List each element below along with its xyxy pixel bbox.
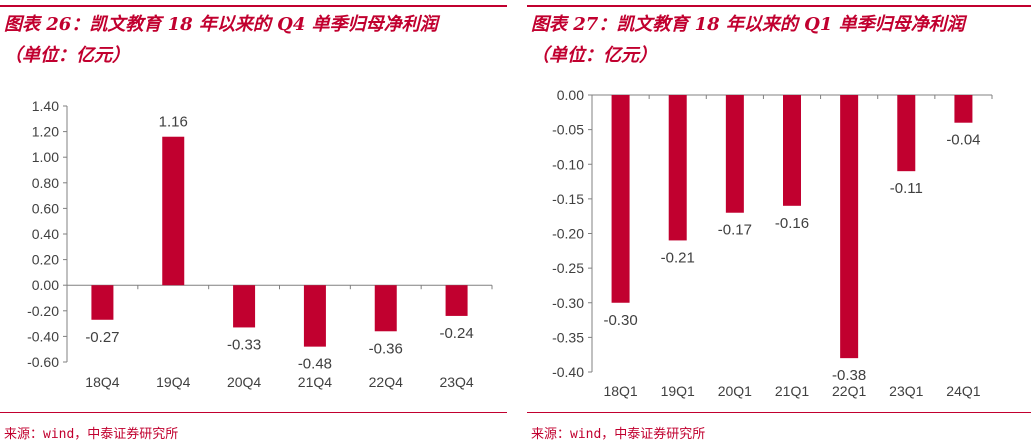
x-tick-label: 23Q4 <box>439 374 473 390</box>
chart-title: 图表 26：凯文教育 18 年以来的 Q4 单季归母净利润 <box>4 14 438 35</box>
y-tick-label: -0.40 <box>552 364 584 380</box>
data-label: -0.04 <box>946 132 980 149</box>
q1-bar-chart: 0.00 -0.05 -0.10 -0.15 -0.20 -0.25 -0.30 -0.35 -… <box>552 87 993 399</box>
bar-19Q4 <box>162 136 185 286</box>
chart-panel-q1: 图表 27：凯文教育 18 年以来的 Q1 单季归母净利润 （单位：亿元） 0.… <box>527 0 1031 444</box>
chart-title: 图表 27：凯文教育 18 年以来的 Q1 单季归母净利润 <box>531 14 965 35</box>
x-tick-label: 20Q4 <box>227 374 261 390</box>
chart-panel-q4: 图表 26：凯文教育 18 年以来的 Q4 单季归母净利润 （单位：亿元） 1.… <box>0 0 507 444</box>
data-label: -0.27 <box>85 329 119 346</box>
y-tick-label: -0.15 <box>552 191 584 207</box>
x-tick-label: 23Q1 <box>889 383 923 399</box>
data-label: -0.21 <box>661 249 695 266</box>
data-label: -0.17 <box>718 222 752 239</box>
data-label: -0.16 <box>775 215 809 232</box>
bar-20Q4 <box>233 285 256 328</box>
x-tick-label: 19Q1 <box>661 383 695 399</box>
y-tick-label: -0.25 <box>552 260 584 276</box>
y-tick-label: -0.30 <box>552 295 584 311</box>
y-tick-label: -0.10 <box>552 156 584 172</box>
x-tick-label: 24Q1 <box>946 383 980 399</box>
footer-rule <box>527 412 1031 413</box>
data-label: -0.36 <box>369 340 403 357</box>
data-label: -0.30 <box>603 312 637 329</box>
y-tick-label: -0.60 <box>27 354 59 370</box>
bar-21Q1 <box>783 95 801 206</box>
y-tick-label: -0.20 <box>552 226 584 242</box>
chart-subtitle: （单位：亿元） <box>531 45 657 66</box>
data-label: -0.38 <box>832 367 866 384</box>
x-tick-label: 21Q1 <box>775 383 809 399</box>
data-label: -0.33 <box>227 336 261 353</box>
bar-19Q1 <box>668 95 687 241</box>
bar-21Q4 <box>303 285 326 347</box>
x-tick-label: 22Q4 <box>369 374 403 390</box>
q4-bar-chart: 1.40 1.20 1.00 0.80 0.60 0.40 0.20 0.00 -0.20 -0.… <box>27 98 493 390</box>
data-label: -0.24 <box>439 325 473 342</box>
source-note: 来源：wind，中泰证券研究所 <box>4 427 179 442</box>
bar-20Q1 <box>725 95 744 213</box>
y-tick-label: -0.40 <box>27 328 59 344</box>
bar-18Q4 <box>91 285 114 320</box>
bar-23Q4 <box>445 285 468 316</box>
y-tick-label: 1.40 <box>32 98 59 114</box>
y-tick-label: -0.35 <box>552 329 584 345</box>
bar-22Q1 <box>840 95 859 359</box>
x-tick-label: 18Q4 <box>85 374 119 390</box>
bar-24Q1 <box>954 95 973 123</box>
footer-rule <box>0 412 507 413</box>
y-tick-label: 0.00 <box>32 277 59 293</box>
chart-subtitle: （单位：亿元） <box>4 45 130 66</box>
y-tick-label: 0.40 <box>32 226 59 242</box>
source-note: 来源：wind，中泰证券研究所 <box>531 427 706 442</box>
y-tick-label: 0.00 <box>557 87 584 103</box>
title-rule <box>0 5 507 7</box>
x-tick-label: 20Q1 <box>718 383 752 399</box>
y-tick-label: 1.20 <box>32 124 59 140</box>
y-tick-label: -0.05 <box>552 122 584 138</box>
bar-22Q4 <box>374 285 397 332</box>
title-rule <box>527 5 1031 7</box>
x-tick-label: 21Q4 <box>298 374 332 390</box>
y-tick-label: -0.20 <box>27 303 59 319</box>
y-tick-label: 0.20 <box>32 252 59 268</box>
bar-23Q1 <box>897 95 916 172</box>
bar-18Q1 <box>611 95 630 303</box>
x-tick-label: 22Q1 <box>832 383 866 399</box>
x-tick-label: 19Q4 <box>156 374 190 390</box>
y-tick-label: 0.80 <box>32 175 59 191</box>
data-label: -0.48 <box>298 356 332 373</box>
data-label: 1.16 <box>159 114 188 131</box>
data-label: -0.11 <box>890 180 923 197</box>
y-tick-label: 1.00 <box>32 149 59 165</box>
y-tick-label: 0.60 <box>32 200 59 216</box>
x-tick-label: 18Q1 <box>603 383 637 399</box>
